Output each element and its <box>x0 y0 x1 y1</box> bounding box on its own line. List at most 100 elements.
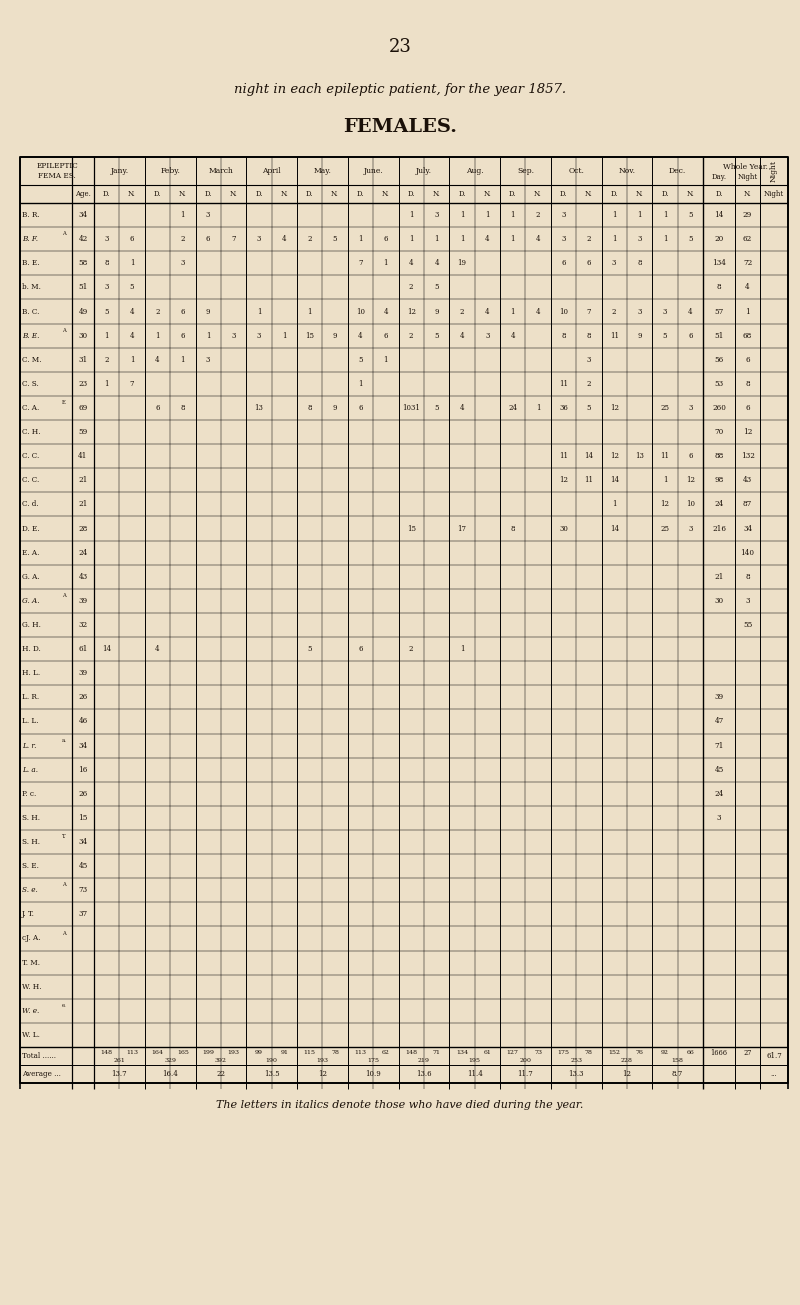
Text: 39: 39 <box>714 693 723 701</box>
Text: 43: 43 <box>78 573 87 581</box>
Text: N.: N. <box>483 191 491 198</box>
Text: D. E.: D. E. <box>22 525 40 532</box>
Text: 1: 1 <box>105 380 109 388</box>
Text: 53: 53 <box>714 380 723 388</box>
Text: 22: 22 <box>216 1070 226 1078</box>
Text: Whole Year.: Whole Year. <box>723 163 768 171</box>
Text: N.: N. <box>686 191 694 198</box>
Text: 19: 19 <box>458 260 466 268</box>
Text: D.: D. <box>306 191 314 198</box>
Text: ...: ... <box>770 1070 778 1078</box>
Text: 7: 7 <box>231 235 236 243</box>
Text: D.: D. <box>610 191 618 198</box>
Text: 2: 2 <box>105 356 109 364</box>
Text: 70: 70 <box>714 428 724 436</box>
Text: 260: 260 <box>712 405 726 412</box>
Text: 2: 2 <box>409 645 414 652</box>
Text: N.: N. <box>331 191 339 198</box>
Text: 3: 3 <box>612 260 616 268</box>
Text: L. r.: L. r. <box>22 741 36 749</box>
Text: 11: 11 <box>584 476 594 484</box>
Text: 6: 6 <box>561 260 566 268</box>
Text: 20: 20 <box>714 235 724 243</box>
Text: 3: 3 <box>231 331 236 339</box>
Text: S. H.: S. H. <box>22 814 40 822</box>
Text: N.: N. <box>534 191 542 198</box>
Text: 3: 3 <box>746 596 750 606</box>
Text: C. M.: C. M. <box>22 356 42 364</box>
Text: 4: 4 <box>485 235 490 243</box>
Text: 5: 5 <box>434 331 439 339</box>
Text: 1: 1 <box>130 260 134 268</box>
Text: 4: 4 <box>130 308 134 316</box>
Text: 42: 42 <box>78 235 88 243</box>
Text: 1: 1 <box>358 235 362 243</box>
Text: 140: 140 <box>741 548 754 557</box>
Text: 24: 24 <box>78 548 88 557</box>
Text: S. e.: S. e. <box>22 886 38 894</box>
Text: 4: 4 <box>485 308 490 316</box>
Text: 5: 5 <box>105 308 109 316</box>
Text: 1: 1 <box>460 235 464 243</box>
Text: Feby.: Feby. <box>160 167 180 175</box>
Text: C. A.: C. A. <box>22 405 39 412</box>
Text: G. H.: G. H. <box>22 621 41 629</box>
Text: 3: 3 <box>105 235 109 243</box>
Text: 4: 4 <box>536 235 540 243</box>
Text: 148: 148 <box>405 1051 418 1056</box>
Text: 5: 5 <box>333 235 338 243</box>
Text: 132: 132 <box>741 453 754 461</box>
Text: 39: 39 <box>78 596 87 606</box>
Text: 14: 14 <box>610 525 618 532</box>
Text: 3: 3 <box>638 235 642 243</box>
Text: 3: 3 <box>688 405 693 412</box>
Text: N.: N. <box>382 191 390 198</box>
Text: 36: 36 <box>559 405 568 412</box>
Text: 134: 134 <box>456 1051 468 1056</box>
Text: 41: 41 <box>78 453 88 461</box>
Text: 46: 46 <box>78 718 88 726</box>
Text: 61.7: 61.7 <box>766 1052 782 1060</box>
Text: 8.7: 8.7 <box>672 1070 683 1078</box>
Text: 12: 12 <box>610 405 618 412</box>
Text: 8: 8 <box>745 380 750 388</box>
Bar <box>20 157 788 1083</box>
Text: 6: 6 <box>745 405 750 412</box>
Text: 1666: 1666 <box>710 1049 727 1057</box>
Text: 1: 1 <box>409 211 414 219</box>
Text: 1: 1 <box>510 308 515 316</box>
Text: 71: 71 <box>433 1051 441 1056</box>
Text: April: April <box>262 167 281 175</box>
Text: 4: 4 <box>155 645 160 652</box>
Text: 2: 2 <box>586 380 591 388</box>
Text: 3: 3 <box>562 211 566 219</box>
Text: 39: 39 <box>78 669 87 677</box>
Text: 175: 175 <box>367 1057 379 1062</box>
Text: 193: 193 <box>227 1051 239 1056</box>
Text: Night: Night <box>764 191 784 198</box>
Text: 6: 6 <box>745 356 750 364</box>
Text: 2: 2 <box>307 235 312 243</box>
Text: 13.7: 13.7 <box>111 1070 127 1078</box>
Text: 5: 5 <box>307 645 312 652</box>
Text: 253: 253 <box>570 1057 582 1062</box>
Text: 98: 98 <box>714 476 724 484</box>
Text: 5: 5 <box>662 331 667 339</box>
Text: 1: 1 <box>612 500 617 509</box>
Text: N.: N. <box>230 191 238 198</box>
Text: 219: 219 <box>418 1057 430 1062</box>
Text: H. L.: H. L. <box>22 669 40 677</box>
Text: 8: 8 <box>638 260 642 268</box>
Text: 14: 14 <box>102 645 111 652</box>
Text: 49: 49 <box>78 308 88 316</box>
Text: 8: 8 <box>745 573 750 581</box>
Text: a.: a. <box>62 737 67 743</box>
Text: Jany.: Jany. <box>110 167 129 175</box>
Text: 6: 6 <box>206 235 210 243</box>
Text: 1: 1 <box>257 308 261 316</box>
Text: 2: 2 <box>460 308 464 316</box>
Text: 61: 61 <box>78 645 88 652</box>
Text: C. S.: C. S. <box>22 380 38 388</box>
Text: March: March <box>209 167 234 175</box>
Text: 56: 56 <box>714 356 724 364</box>
